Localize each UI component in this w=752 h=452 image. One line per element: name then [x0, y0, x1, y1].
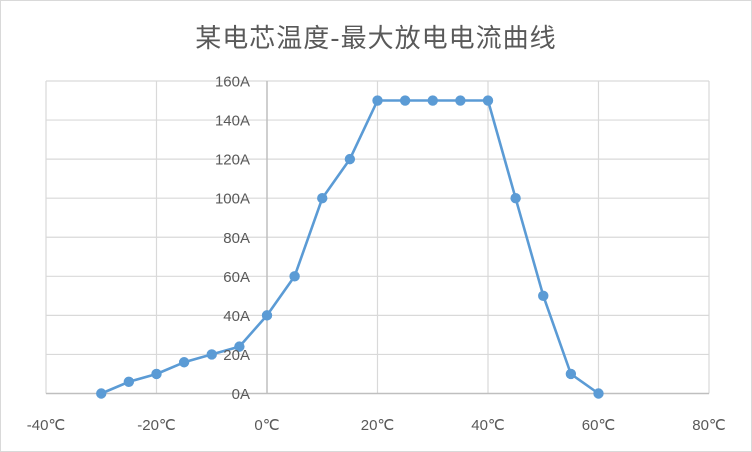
- x-tick-label: 20℃: [361, 417, 395, 434]
- y-tick-label: 120A: [215, 152, 250, 169]
- gridlines: [45, 80, 710, 394]
- y-tick-label: 100A: [215, 191, 250, 208]
- data-point-marker: [399, 95, 411, 106]
- data-point-marker: [593, 388, 604, 399]
- data-point-marker: [372, 95, 383, 106]
- y-tick-label: 140A: [215, 113, 250, 130]
- data-point-marker: [261, 310, 273, 321]
- data-point-marker: [538, 290, 549, 302]
- chart-title: 某电芯温度-最大放电电流曲线: [195, 24, 557, 54]
- data-point-marker: [96, 388, 107, 399]
- x-tick-label: 40℃: [471, 417, 505, 434]
- data-point-marker: [289, 271, 300, 282]
- data-point-marker: [151, 368, 162, 380]
- data-point-marker: [178, 357, 190, 368]
- x-axis-labels: -40℃ -20℃ 0℃ 20℃ 40℃ 60℃ 80℃: [27, 417, 726, 434]
- y-tick-label: 80A: [223, 230, 250, 247]
- data-point-marker: [455, 95, 466, 106]
- data-point-marker: [510, 192, 521, 204]
- x-tick-label: 80℃: [692, 417, 726, 434]
- y-axis-labels: 0A 20A 40A 60A 80A 100A 120A 140A 160A: [215, 74, 250, 404]
- data-series: [96, 95, 604, 399]
- data-point-marker: [482, 95, 494, 106]
- y-tick-label: 0A: [232, 386, 250, 403]
- data-point-marker: [123, 376, 135, 387]
- data-point-marker: [206, 349, 217, 360]
- data-point-marker: [344, 153, 356, 165]
- y-tick-label: 60A: [223, 269, 250, 286]
- x-tick-label: -40℃: [27, 417, 66, 434]
- y-tick-label: 160A: [215, 74, 250, 91]
- data-point-marker: [565, 368, 577, 380]
- data-point-marker: [234, 341, 245, 352]
- x-tick-label: 0℃: [254, 417, 279, 434]
- y-tick-label: 40A: [223, 308, 250, 325]
- x-tick-label: -20℃: [137, 417, 176, 434]
- x-tick-label: 60℃: [582, 417, 616, 434]
- data-point-marker: [427, 95, 438, 106]
- data-point-marker: [317, 192, 328, 204]
- series-line: [100, 99, 600, 395]
- y-tick-label: 20A: [223, 347, 250, 364]
